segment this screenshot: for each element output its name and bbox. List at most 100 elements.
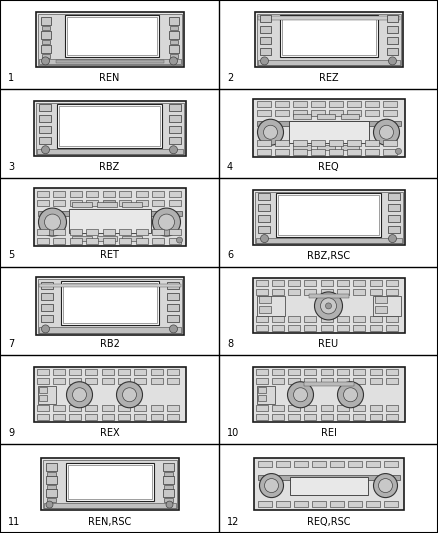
Bar <box>255 414 268 420</box>
Bar <box>386 378 398 384</box>
Bar <box>386 405 398 411</box>
Bar <box>276 193 381 237</box>
Bar <box>167 414 179 420</box>
Bar <box>167 369 179 375</box>
Bar <box>152 229 164 235</box>
Circle shape <box>261 235 268 243</box>
Bar <box>304 414 316 420</box>
Bar <box>272 280 284 286</box>
Text: REQ,RSC: REQ,RSC <box>307 517 350 527</box>
Bar <box>275 140 289 146</box>
Bar <box>257 121 400 126</box>
Bar <box>39 387 46 393</box>
Bar <box>340 146 358 150</box>
Bar <box>252 190 405 245</box>
Bar <box>370 414 381 420</box>
Bar <box>66 463 153 500</box>
Circle shape <box>321 298 336 314</box>
Bar <box>42 54 49 59</box>
Text: 8: 8 <box>227 340 233 349</box>
Bar <box>279 15 378 58</box>
Bar <box>364 110 378 116</box>
Bar <box>288 289 300 295</box>
Bar <box>328 140 343 146</box>
Text: REN,RSC: REN,RSC <box>88 517 131 527</box>
Text: REN: REN <box>99 73 120 83</box>
Bar <box>36 238 49 244</box>
Bar <box>119 191 131 197</box>
Bar <box>152 200 164 206</box>
Text: 11: 11 <box>8 517 20 527</box>
Bar <box>53 378 65 384</box>
Bar <box>38 386 56 404</box>
Bar <box>272 405 284 411</box>
Bar <box>337 326 349 332</box>
Bar <box>353 317 365 322</box>
Bar <box>337 369 349 375</box>
Bar <box>311 101 325 107</box>
Bar <box>151 414 162 420</box>
Text: RB2: RB2 <box>99 340 120 349</box>
Circle shape <box>42 146 49 154</box>
Bar <box>96 202 117 207</box>
Bar <box>386 414 398 420</box>
Circle shape <box>166 501 173 508</box>
Bar <box>57 104 162 148</box>
Bar <box>293 140 307 146</box>
Bar <box>46 489 57 497</box>
Circle shape <box>379 125 393 139</box>
Bar <box>162 463 173 471</box>
Bar <box>288 378 300 384</box>
Bar <box>386 289 398 295</box>
Bar <box>70 238 81 244</box>
Bar <box>388 193 399 200</box>
Bar <box>374 306 386 313</box>
Bar <box>304 280 316 286</box>
Bar <box>163 498 173 502</box>
Bar <box>275 101 289 107</box>
Bar <box>40 45 50 53</box>
Circle shape <box>45 214 60 230</box>
Bar <box>388 204 399 211</box>
Circle shape <box>42 57 49 65</box>
Bar <box>386 37 398 44</box>
Bar <box>288 369 300 375</box>
Bar <box>39 284 180 287</box>
Bar <box>134 405 146 411</box>
Bar <box>321 326 333 332</box>
Bar <box>67 465 152 498</box>
Bar <box>340 114 358 119</box>
Bar <box>337 414 349 420</box>
Bar <box>39 138 50 144</box>
Bar <box>257 14 400 65</box>
Bar <box>162 489 173 497</box>
Bar <box>169 31 179 39</box>
Bar <box>328 149 343 155</box>
Bar <box>169 238 180 244</box>
Bar <box>252 99 405 157</box>
Bar <box>86 191 98 197</box>
Bar <box>56 60 163 63</box>
Bar <box>36 149 183 154</box>
Bar <box>64 15 159 58</box>
Circle shape <box>396 148 402 154</box>
Text: 1: 1 <box>8 73 14 83</box>
Bar <box>311 110 325 116</box>
Circle shape <box>117 382 142 408</box>
Bar <box>39 327 180 333</box>
Circle shape <box>265 479 279 492</box>
Bar <box>384 500 398 506</box>
Bar <box>96 236 117 241</box>
Bar <box>63 283 156 323</box>
Bar <box>255 369 268 375</box>
Bar <box>40 315 53 322</box>
Bar <box>353 405 365 411</box>
Bar <box>321 414 333 420</box>
Bar <box>257 110 271 116</box>
Bar <box>60 281 159 325</box>
Bar <box>282 18 375 55</box>
Bar <box>321 378 333 384</box>
Bar <box>46 498 56 502</box>
Circle shape <box>67 382 92 408</box>
Bar <box>321 317 333 322</box>
